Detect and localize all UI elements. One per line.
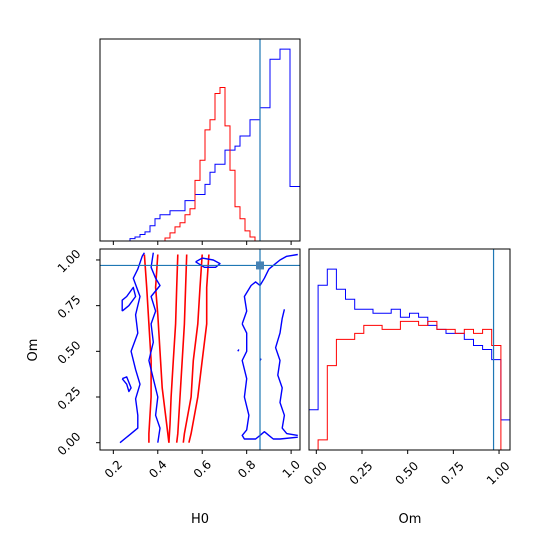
om-xtick-label-4: 1.00 xyxy=(484,459,513,488)
contour-series-b-1 xyxy=(154,254,170,443)
om-ytick-label-3: 0.75 xyxy=(55,292,84,321)
contour-series-b-5 xyxy=(188,254,210,443)
x-axis-label-h0: H0 xyxy=(191,512,209,527)
contour-series-a-6 xyxy=(119,252,145,444)
contour-series-a-14 xyxy=(237,349,240,352)
contour-series-b-3 xyxy=(175,254,188,443)
contour-series-a-9 xyxy=(121,376,132,393)
h0-xtick-label-3: 0.8 xyxy=(235,457,258,480)
h0-xtick-label-1: 0.4 xyxy=(146,457,169,480)
om-xtick-label-0: 0.00 xyxy=(301,459,330,488)
om-ytick-label-1: 0.25 xyxy=(55,384,84,413)
om-ytick-label-4: 1.00 xyxy=(55,247,84,276)
om-histogram-frame xyxy=(308,248,511,451)
h0-xtick-label-2: 0.6 xyxy=(191,457,214,480)
h0-histogram-panel xyxy=(99,38,301,245)
h0-histogram-series-b xyxy=(100,87,300,242)
contour-frame xyxy=(99,248,301,451)
h0-xtick-label-0: 0.2 xyxy=(102,457,125,480)
h0-histogram-series-a xyxy=(100,48,300,242)
contour-series-a-7 xyxy=(148,252,161,443)
h0-xtick-label-4: 1.0 xyxy=(280,457,303,480)
h0-histogram-frame xyxy=(99,38,301,242)
contour-series-a-10 xyxy=(195,257,221,268)
contour-series-a-13 xyxy=(274,309,298,437)
om-histogram-series-a xyxy=(308,268,510,450)
om-xtick-label-1: 0.25 xyxy=(347,459,376,488)
contour-series-b-2 xyxy=(168,254,179,443)
contour-series-a-12 xyxy=(241,253,298,325)
om-ytick-label-2: 0.50 xyxy=(55,338,84,367)
om-xtick-label-3: 0.75 xyxy=(438,459,467,488)
om-ytick-label-0: 0.00 xyxy=(55,429,84,458)
truth-marker xyxy=(256,261,264,270)
contour-lines xyxy=(119,252,298,444)
contour-series-b-0 xyxy=(143,254,152,443)
om-histogram-series-b xyxy=(309,320,510,451)
om-xtick-label-2: 0.50 xyxy=(392,459,421,488)
h0-om-contour-panel: 0.2 0.4 0.6 0.8 1.0 0.00 0.25 0.50 0.75 1.00 xyxy=(55,247,303,481)
contour-series-a-8 xyxy=(121,286,137,312)
contour-series-a-11 xyxy=(241,323,298,440)
x-axis-label-om: Om xyxy=(399,512,422,527)
contour-series-b-4 xyxy=(182,254,203,443)
om-histogram-panel: 0.00 0.25 0.50 0.75 1.00 xyxy=(301,248,513,488)
y-axis-label-om: Om xyxy=(26,339,41,362)
